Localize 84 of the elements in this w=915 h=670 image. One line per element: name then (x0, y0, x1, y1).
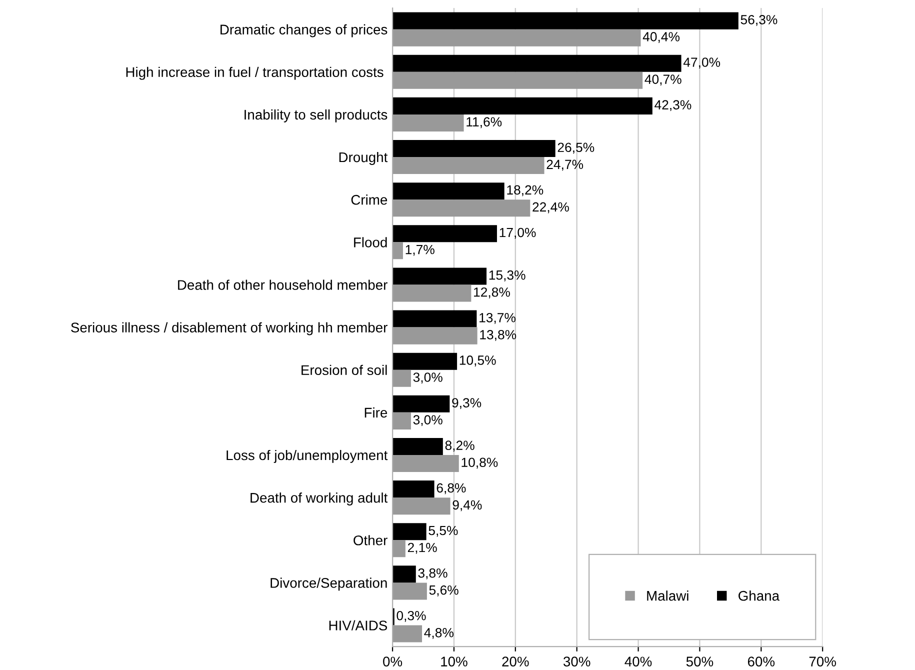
bar (392, 72, 643, 89)
data-label: 56,3% (740, 15, 778, 26)
y-tick-label: Other (354, 535, 388, 546)
bar (392, 12, 738, 30)
x-tick-label: 70% (809, 656, 836, 666)
bar (392, 498, 450, 515)
data-label: 42,3% (654, 100, 692, 112)
data-label: 13,7% (480, 312, 516, 324)
x-tick-label: 50% (686, 656, 714, 666)
x-tick-label: 30% (563, 656, 590, 666)
bar (392, 625, 422, 642)
data-label: 17,0% (500, 228, 536, 239)
y-tick-label: Flood (354, 237, 387, 248)
bar (392, 182, 504, 200)
y-tick-label: HIV/AIDS (329, 620, 388, 630)
data-label: 15,3% (489, 270, 526, 282)
bar (392, 310, 477, 328)
bar (392, 140, 556, 158)
bar (392, 352, 458, 370)
bar (392, 284, 472, 302)
data-label: 40,7% (644, 74, 682, 86)
data-label: 9,3% (452, 398, 482, 410)
legend-label: Malawi (647, 590, 688, 601)
bar (392, 97, 652, 114)
data-label: 2,1% (408, 542, 437, 554)
bar (392, 480, 434, 498)
data-label: 8,2% (445, 440, 474, 452)
data-label: 47,0% (683, 58, 720, 68)
data-label: 5,6% (429, 585, 458, 596)
y-tick-label: Dramatic changes of prices (220, 24, 388, 38)
y-tick-label: Inability to sell products (244, 109, 388, 122)
bar (392, 29, 641, 46)
data-label: 9,4% (452, 500, 482, 512)
bar (392, 157, 544, 174)
y-tick-label: Loss of job/unemployment (226, 450, 388, 463)
x-tick-label: 40% (624, 656, 652, 666)
x-tick-label: 60% (748, 656, 775, 666)
data-label: 26,5% (558, 142, 594, 154)
bar (392, 370, 411, 387)
data-label: 22,4% (532, 202, 569, 214)
data-label: 18,2% (507, 185, 544, 196)
data-label: 12,8% (474, 287, 510, 298)
y-tick-label: Death of other household member (178, 280, 388, 290)
bar (392, 225, 497, 242)
x-tick-label: 20% (502, 656, 529, 666)
bar (392, 200, 530, 217)
bar (392, 454, 459, 472)
y-tick-label: High increase in fuel / transportation costs (126, 66, 384, 80)
y-tick-label: Drought (339, 152, 388, 165)
data-label: 3,0% (413, 415, 442, 426)
data-label: 10,5% (460, 356, 496, 366)
data-label: 6,8% (436, 483, 466, 494)
data-label: 1,7% (406, 244, 434, 256)
y-tick-label: Erosion of soil (302, 364, 387, 376)
data-label: 40,4% (642, 32, 680, 43)
data-label: 0,3% (396, 610, 426, 622)
y-tick-label: Serious illness / disablement of working hh member (71, 322, 388, 336)
y-tick-label: Crime (351, 194, 388, 205)
bar (392, 54, 682, 72)
x-tick-label: 10% (441, 656, 468, 666)
bar (392, 438, 443, 455)
data-label: 24,7% (546, 160, 584, 171)
x-tick-label: 0% (383, 656, 402, 666)
data-label: 11,6% (466, 117, 502, 128)
bar (392, 268, 487, 285)
bar (392, 523, 426, 540)
bar (392, 540, 406, 558)
y-tick-label: Divorce/Separation (270, 578, 387, 591)
data-label: 3,8% (418, 568, 448, 580)
bar (392, 412, 411, 430)
y-tick-label: Fire (364, 407, 388, 418)
bar (392, 327, 478, 344)
bar (392, 242, 403, 260)
bar (392, 566, 416, 583)
legend-label: Ghana (738, 590, 780, 601)
data-label: 3,0% (413, 372, 442, 384)
bar (392, 582, 427, 600)
bar (392, 114, 464, 132)
data-label: 13,8% (480, 330, 516, 341)
data-label: 4,8% (424, 628, 454, 639)
bar (392, 395, 450, 412)
y-tick-label: Death of working adult (250, 492, 388, 506)
data-label: 5,5% (428, 526, 458, 537)
data-label: 10,8% (462, 458, 498, 469)
